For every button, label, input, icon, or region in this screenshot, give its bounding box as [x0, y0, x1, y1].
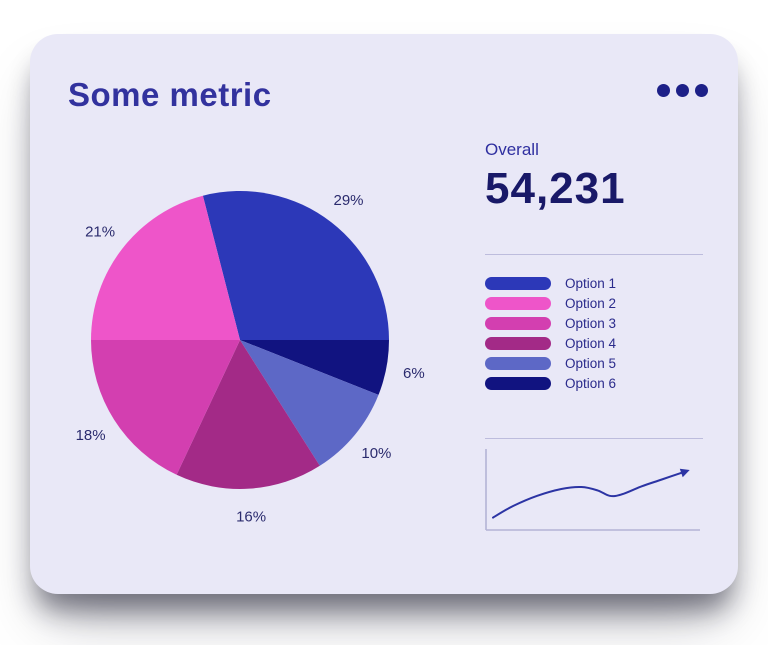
- pie-slice-option-1[interactable]: [202, 191, 389, 340]
- legend-swatch: [485, 316, 551, 330]
- legend-swatch: [485, 356, 551, 370]
- legend-label: Option 5: [565, 355, 617, 371]
- card-title: Some metric: [68, 76, 272, 113]
- legend-item[interactable]: Option 1: [485, 273, 703, 293]
- legend-label: Option 1: [565, 275, 617, 291]
- legend-swatch: [485, 376, 551, 390]
- metric-card: Some metric 29% 6% 10% 16% 18% 21% Overall 54…: [30, 34, 738, 594]
- pie-slice-option-3[interactable]: [91, 340, 240, 475]
- pie-slice-option-6[interactable]: [240, 340, 389, 395]
- overall-value: 54,231: [485, 164, 626, 213]
- menu-dot: [676, 84, 689, 97]
- pie-slice-option-2[interactable]: [91, 195, 240, 340]
- sparkline-path: [492, 470, 687, 519]
- pie-percent-label: 21%: [85, 224, 115, 241]
- legend-swatch: [485, 296, 551, 310]
- legend-item[interactable]: Option 6: [485, 373, 703, 393]
- legend-item[interactable]: Option 5: [485, 353, 703, 373]
- pie-slice-option-5[interactable]: [240, 340, 379, 466]
- legend: Option 1 Option 2 Option 3 Option 4 Option 5…: [485, 273, 703, 393]
- trend-sparkline: [485, 449, 700, 531]
- divider: [485, 438, 703, 439]
- legend-swatch: [485, 276, 551, 290]
- pie-percent-label: 6%: [403, 365, 425, 382]
- menu-dot: [657, 84, 670, 97]
- menu-dot: [695, 84, 708, 97]
- ellipsis-menu-icon[interactable]: [657, 84, 708, 97]
- pie-percent-label: 10%: [361, 445, 391, 462]
- legend-label: Option 6: [565, 375, 617, 391]
- legend-item[interactable]: Option 2: [485, 293, 703, 313]
- pie-chart: 29% 6% 10% 16% 18% 21%: [76, 191, 425, 526]
- pie-percent-label: 18%: [76, 427, 106, 444]
- pie-percent-label: 16%: [236, 509, 266, 526]
- overall-label: Overall: [485, 140, 539, 159]
- pie-slice-option-4[interactable]: [176, 340, 320, 489]
- legend-swatch: [485, 336, 551, 350]
- legend-label: Option 4: [565, 335, 617, 351]
- divider: [485, 254, 703, 255]
- sparkline-arrowhead-icon: [679, 468, 690, 478]
- legend-item[interactable]: Option 3: [485, 313, 703, 333]
- legend-item[interactable]: Option 4: [485, 333, 703, 353]
- legend-label: Option 2: [565, 295, 617, 311]
- legend-label: Option 3: [565, 315, 617, 331]
- pie-percent-label: 29%: [333, 192, 363, 209]
